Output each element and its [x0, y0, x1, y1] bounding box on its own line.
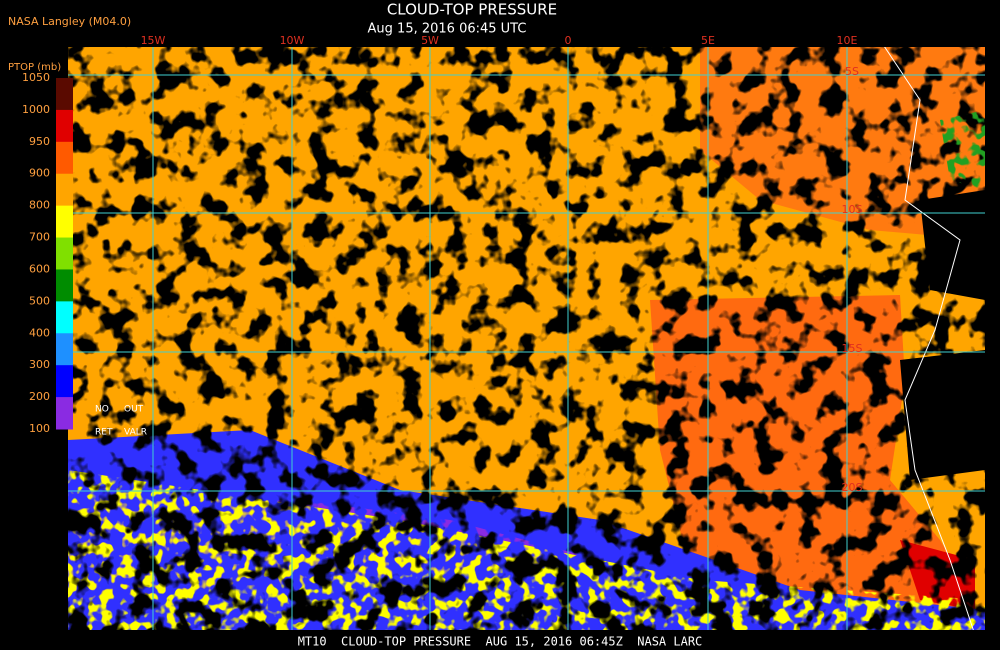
- no-retrieval-label: RET: [95, 428, 113, 438]
- legend-swatch: [56, 365, 73, 398]
- legend-tick-label: 800: [29, 199, 50, 212]
- legend-swatch: [56, 173, 73, 207]
- latitude-label: 5S: [845, 65, 859, 78]
- legend-tick-label: 1050: [22, 71, 50, 84]
- legend-swatch: [56, 269, 73, 302]
- legend-tick-label: 500: [29, 294, 50, 307]
- land-cloud: [940, 110, 985, 190]
- longitude-label: 5E: [701, 34, 715, 47]
- longitude-label: 5W: [421, 34, 439, 47]
- legend-swatch: [56, 301, 73, 334]
- legend-title: PTOP (mb): [8, 62, 61, 73]
- legend-tick-label: 900: [29, 167, 50, 180]
- clear-sky: [68, 47, 985, 630]
- legend-tick-label: 100: [29, 422, 50, 435]
- no-retrieval-label: NO: [95, 405, 109, 415]
- latitude-label: 20S: [842, 481, 863, 494]
- legend-swatch: [56, 78, 73, 111]
- legend: 1050 1000 950 900 800 700 600 500 400 300 200 100 NO…: [22, 71, 147, 438]
- land: [900, 190, 985, 480]
- no-retrieval-label: OUT: [124, 405, 144, 415]
- legend-tick-label: 200: [29, 390, 50, 403]
- legend-tick-label: 300: [29, 358, 50, 371]
- longitude-label: 15W: [141, 34, 166, 47]
- legend-swatch: [56, 109, 73, 143]
- subtitle: Aug 15, 2016 06:45 UTC: [368, 22, 527, 37]
- legend-tick-label: 950: [29, 135, 50, 148]
- title: CLOUD-TOP PRESSURE: [387, 1, 557, 19]
- legend-tick-label: 400: [29, 326, 50, 339]
- longitude-label: 0: [565, 34, 572, 47]
- legend-tick-label: 1000: [22, 103, 50, 116]
- longitude-label: 10W: [280, 34, 305, 47]
- coastline: [884, 47, 974, 630]
- legend-swatch: [56, 141, 73, 175]
- legend-swatch: [56, 333, 73, 366]
- legend-swatch: [56, 205, 73, 239]
- legend-tick-label: 700: [29, 231, 50, 244]
- map: [68, 47, 985, 630]
- legend-tick-label: 600: [29, 262, 50, 275]
- source-label: NASA Langley (M04.0): [8, 15, 131, 28]
- footer: MT10 CLOUD-TOP PRESSURE AUG 15, 2016 06:…: [298, 635, 703, 649]
- longitude-label: 10E: [837, 34, 858, 47]
- no-retrieval-label: VALR: [124, 428, 147, 438]
- lat-lon-grid: 15W 10W 5W 0 5E 10E 5S 10S 15S 20S: [68, 34, 985, 630]
- legend-swatch: [56, 237, 73, 270]
- legend-swatch: [56, 397, 73, 430]
- latitude-label: 10S: [842, 203, 863, 216]
- latitude-label: 15S: [842, 342, 863, 355]
